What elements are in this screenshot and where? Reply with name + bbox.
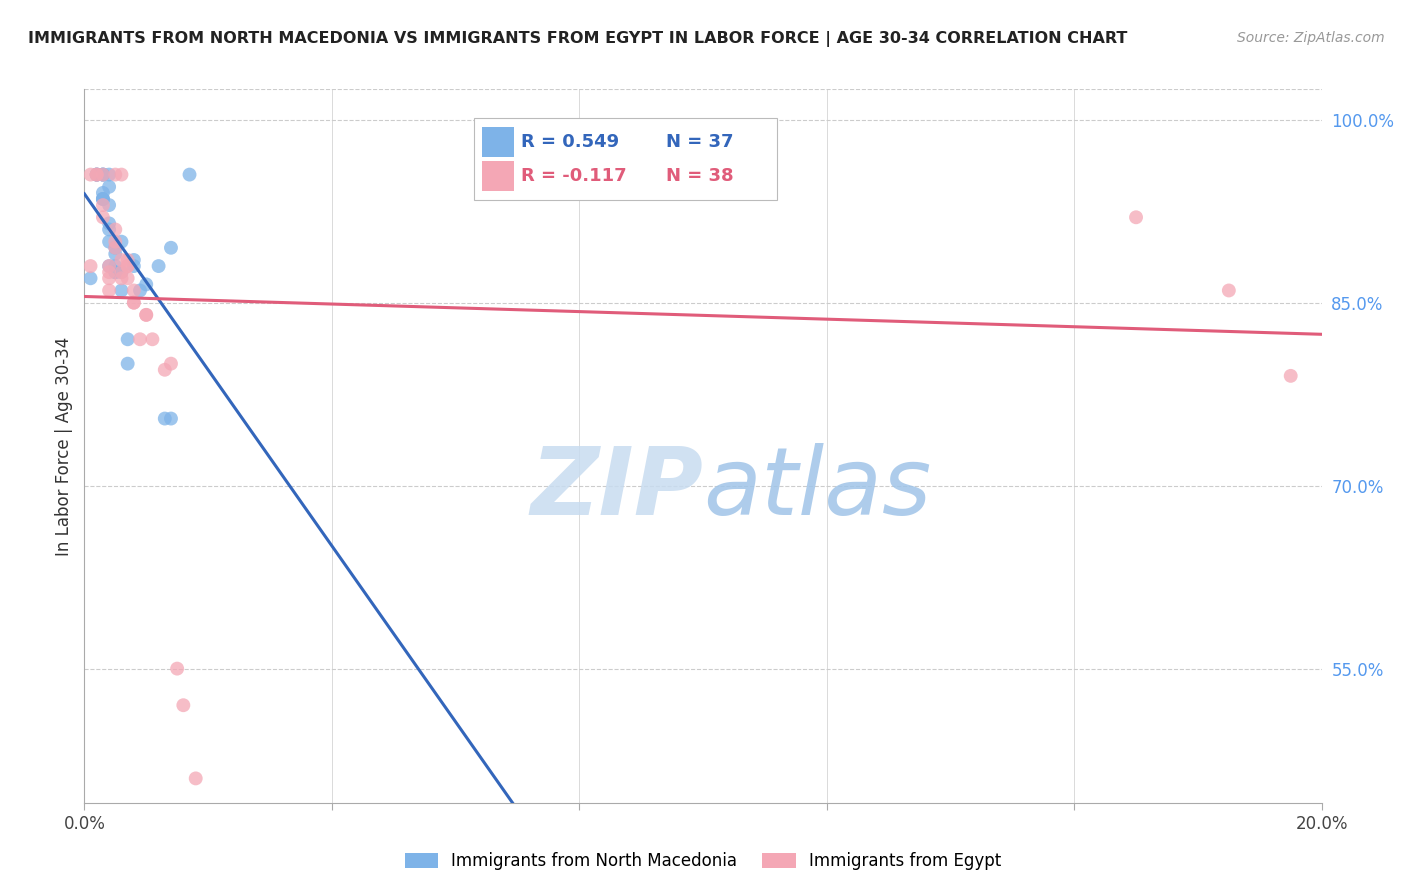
Point <box>86 168 108 182</box>
Point <box>98 259 121 273</box>
Point <box>98 235 121 249</box>
Text: R = 0.549: R = 0.549 <box>522 133 619 151</box>
Point <box>86 168 108 182</box>
Point <box>98 222 121 236</box>
Point <box>153 411 176 425</box>
Point <box>86 168 108 182</box>
Point <box>110 265 132 279</box>
Point <box>160 411 183 425</box>
Point <box>98 259 121 273</box>
Text: ZIP: ZIP <box>530 442 703 535</box>
Point <box>98 265 121 279</box>
Point <box>122 284 145 298</box>
Point <box>122 259 145 273</box>
Text: Source: ZipAtlas.com: Source: ZipAtlas.com <box>1237 31 1385 45</box>
Point <box>117 271 139 285</box>
Point <box>104 235 127 249</box>
Point <box>91 186 114 200</box>
Point <box>129 332 152 346</box>
Point <box>79 259 101 273</box>
Point <box>91 168 114 182</box>
Point <box>91 198 114 212</box>
FancyBboxPatch shape <box>481 161 513 191</box>
Point <box>91 211 114 225</box>
Point <box>166 662 188 676</box>
Point <box>104 247 127 261</box>
Point <box>122 252 145 267</box>
Point <box>179 168 201 182</box>
Point <box>98 198 121 212</box>
Point <box>153 363 176 377</box>
Point <box>117 259 139 273</box>
Point <box>86 168 108 182</box>
Point <box>91 168 114 182</box>
Point <box>117 332 139 346</box>
Text: N = 38: N = 38 <box>666 168 734 186</box>
Point <box>135 308 157 322</box>
FancyBboxPatch shape <box>481 127 513 157</box>
Point <box>98 179 121 194</box>
Point <box>104 222 127 236</box>
Point <box>135 308 157 322</box>
Point <box>91 168 114 182</box>
Point <box>135 277 157 292</box>
Point <box>117 252 139 267</box>
Text: R = -0.117: R = -0.117 <box>522 168 627 186</box>
Point <box>104 259 127 273</box>
Point <box>1125 211 1147 225</box>
Point <box>110 271 132 285</box>
Point <box>110 168 132 182</box>
Point <box>79 168 101 182</box>
Point <box>110 284 132 298</box>
Point <box>160 357 183 371</box>
Point <box>110 252 132 267</box>
Point <box>104 265 127 279</box>
Point <box>104 241 127 255</box>
Point <box>110 265 132 279</box>
Point <box>160 241 183 255</box>
Point <box>79 271 101 285</box>
Point <box>117 357 139 371</box>
Point <box>98 168 121 182</box>
Point <box>91 192 114 206</box>
Point <box>122 295 145 310</box>
Point <box>91 168 114 182</box>
Point <box>1279 368 1302 383</box>
Point <box>141 332 163 346</box>
Point <box>148 259 170 273</box>
Point <box>91 192 114 206</box>
Point <box>104 241 127 255</box>
Y-axis label: In Labor Force | Age 30-34: In Labor Force | Age 30-34 <box>55 336 73 556</box>
Point <box>184 772 207 786</box>
Text: atlas: atlas <box>703 443 931 534</box>
Point <box>98 271 121 285</box>
Point <box>117 259 139 273</box>
Text: IMMIGRANTS FROM NORTH MACEDONIA VS IMMIGRANTS FROM EGYPT IN LABOR FORCE | AGE 30: IMMIGRANTS FROM NORTH MACEDONIA VS IMMIG… <box>28 31 1128 47</box>
Point <box>110 235 132 249</box>
Point <box>98 216 121 230</box>
Point <box>129 284 152 298</box>
Point <box>122 295 145 310</box>
Point <box>91 192 114 206</box>
Point <box>104 265 127 279</box>
Point <box>172 698 194 713</box>
Point <box>1218 284 1240 298</box>
Text: N = 37: N = 37 <box>666 133 734 151</box>
Point <box>86 168 108 182</box>
Legend: Immigrants from North Macedonia, Immigrants from Egypt: Immigrants from North Macedonia, Immigra… <box>398 846 1008 877</box>
Point <box>104 168 127 182</box>
FancyBboxPatch shape <box>474 118 778 200</box>
Point <box>98 284 121 298</box>
